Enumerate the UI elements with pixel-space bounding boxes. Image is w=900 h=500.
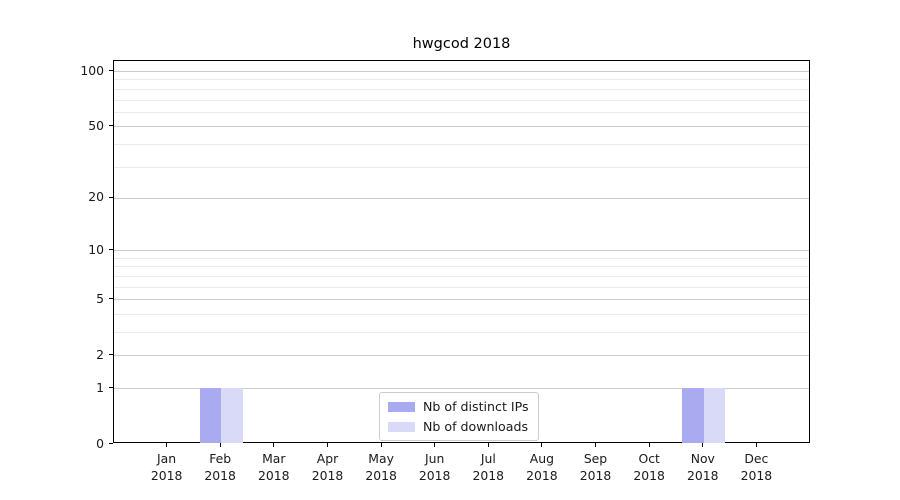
y-tick-mark <box>109 387 113 388</box>
bar-downloads <box>703 388 726 443</box>
plot-area: Nb of distinct IPs Nb of downloads <box>113 60 810 443</box>
x-tick-mark <box>434 443 436 447</box>
y-tick-mark <box>109 125 113 127</box>
x-tick-mark <box>380 443 382 447</box>
x-tick-mark <box>702 443 704 447</box>
minor-gridline <box>114 275 809 277</box>
major-gridline <box>114 388 809 389</box>
major-gridline <box>114 299 809 301</box>
minor-gridline <box>114 257 809 259</box>
y-tick-label: 100 <box>80 62 104 78</box>
y-tick-label: 50 <box>88 117 104 133</box>
x-tick-mark <box>327 443 328 447</box>
minor-gridline <box>114 313 809 315</box>
y-tick-mark <box>109 249 113 251</box>
minor-gridline <box>114 143 809 145</box>
y-tick-label: 20 <box>88 189 104 205</box>
major-gridline <box>114 197 809 199</box>
minor-gridline <box>114 111 809 113</box>
x-tick-label: Jan 2018 <box>150 451 183 483</box>
major-gridline <box>114 355 809 357</box>
y-tick-mark <box>109 298 113 300</box>
y-tick-label: 0 <box>96 435 104 451</box>
x-tick-label: Dec 2018 <box>740 451 773 483</box>
minor-gridline <box>114 166 809 168</box>
x-tick-mark <box>595 443 596 447</box>
chart-title: hwgcod 2018 <box>412 36 511 52</box>
x-tick-label: Apr 2018 <box>311 451 344 483</box>
minor-gridline <box>114 286 809 288</box>
x-tick-label: Nov 2018 <box>687 451 719 483</box>
y-tick-label: 1 <box>96 379 104 395</box>
legend-entry-downloads: Nb of downloads <box>388 419 529 434</box>
y-tick-mark <box>109 70 113 71</box>
x-tick-mark <box>487 443 489 447</box>
minor-gridline <box>114 99 809 101</box>
y-tick-mark <box>109 443 113 444</box>
x-tick-label: Mar 2018 <box>258 451 290 483</box>
legend-swatch-downloads <box>388 421 415 432</box>
x-tick-mark <box>648 443 650 447</box>
y-tick-mark <box>109 354 113 356</box>
x-tick-label: Sep 2018 <box>579 451 612 483</box>
minor-gridline <box>114 332 809 333</box>
legend-swatch-distinct-ips <box>388 401 415 412</box>
bar-distinct-ips <box>682 388 704 443</box>
x-tick-label: Jun 2018 <box>418 451 451 483</box>
x-tick-label: May 2018 <box>365 451 397 483</box>
x-tick-mark <box>541 443 543 447</box>
legend-label-distinct-ips: Nb of distinct IPs <box>423 399 529 414</box>
x-tick-mark <box>273 443 275 447</box>
legend: Nb of distinct IPs Nb of downloads <box>379 392 539 441</box>
minor-gridline <box>114 266 809 268</box>
x-tick-label: Oct 2018 <box>633 451 665 483</box>
x-tick-mark <box>219 443 221 447</box>
y-tick-mark <box>109 196 113 198</box>
x-tick-label: Feb 2018 <box>204 451 236 483</box>
bar-downloads <box>221 388 243 443</box>
x-tick-mark <box>166 443 168 447</box>
major-gridline <box>114 71 809 72</box>
x-tick-label: Aug 2018 <box>526 451 558 483</box>
x-tick-mark <box>755 443 757 447</box>
x-tick-label: Jul 2018 <box>472 451 505 483</box>
major-gridline <box>114 126 809 128</box>
minor-gridline <box>114 79 809 81</box>
major-gridline <box>114 250 809 252</box>
y-tick-label: 10 <box>88 241 104 257</box>
legend-entry-distinct-ips: Nb of distinct IPs <box>388 399 529 414</box>
y-tick-label: 2 <box>96 346 104 362</box>
legend-label-downloads: Nb of downloads <box>423 419 529 434</box>
minor-gridline <box>114 88 809 90</box>
y-tick-label: 5 <box>96 290 104 306</box>
bar-distinct-ips <box>199 388 222 443</box>
